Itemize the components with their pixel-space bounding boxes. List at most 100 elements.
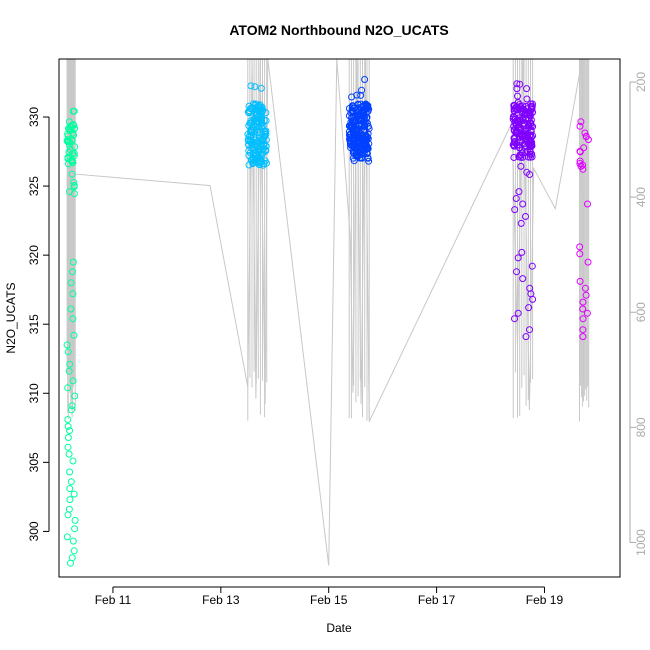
data-point (67, 279, 75, 287)
data-point (354, 152, 362, 160)
data-point (260, 132, 268, 140)
plot-frame (58, 58, 621, 578)
x-tick-label: Feb 17 (418, 593, 456, 607)
y-tick-label: 330 (27, 107, 41, 127)
data-point (579, 305, 587, 313)
data-point (64, 511, 72, 519)
data-point (579, 326, 587, 334)
data-point (579, 315, 587, 323)
data-point (361, 76, 369, 83)
data-point (251, 156, 259, 164)
data-point (251, 128, 258, 136)
data-point (517, 151, 525, 159)
y-tick-label: 305 (27, 452, 41, 472)
data-point (255, 102, 263, 110)
data-point (360, 106, 368, 114)
right-tick-label: 400 (634, 187, 648, 207)
data-point (70, 547, 78, 555)
data-point (71, 392, 79, 400)
data-point (66, 496, 74, 504)
data-point (70, 182, 78, 189)
data-point (71, 525, 79, 533)
data-point (512, 195, 520, 202)
data-point (511, 135, 519, 143)
data-point (64, 384, 72, 392)
data-point (525, 304, 533, 312)
data-point (70, 178, 78, 186)
data-point (515, 188, 523, 196)
data-point (510, 142, 518, 150)
data-point (66, 485, 74, 493)
data-point (522, 213, 529, 220)
data-point (584, 136, 592, 144)
data-point (514, 92, 521, 100)
data-point (527, 142, 535, 150)
data-point (528, 262, 536, 270)
data-point (68, 170, 76, 178)
data-point (582, 291, 590, 299)
x-axis: Feb 11 Feb 13 Feb 15 Feb 17 Feb 19 (95, 586, 564, 607)
data-point (64, 434, 72, 441)
data-point (65, 118, 73, 126)
right-tick-label: 800 (634, 417, 648, 437)
data-point (353, 141, 361, 148)
data-point (576, 250, 584, 258)
data-point (64, 348, 72, 356)
data-point (350, 123, 358, 131)
data-point (519, 275, 527, 283)
data-point (69, 377, 77, 385)
data-point (247, 82, 255, 90)
x-axis-label: Date (326, 621, 352, 635)
data-point (68, 402, 76, 410)
data-point (576, 277, 584, 285)
data-point (518, 146, 526, 154)
data-point (357, 91, 365, 99)
data-point (66, 468, 74, 476)
data-point (69, 107, 77, 115)
data-point (576, 147, 584, 155)
right-tick-label: 1000 (634, 529, 648, 556)
data-point (579, 161, 587, 169)
data-point (522, 333, 530, 341)
data-point (67, 305, 75, 313)
data-point (256, 161, 263, 169)
data-point (70, 131, 77, 139)
data-point (584, 200, 591, 208)
data-point (576, 122, 584, 130)
data-point (70, 121, 77, 129)
data-point (68, 406, 75, 414)
data-point (528, 153, 536, 161)
data-point (365, 157, 373, 165)
y-tick-label: 310 (27, 383, 41, 403)
data-point (261, 157, 269, 165)
data-point (529, 123, 537, 131)
data-point (261, 129, 269, 137)
data-point (69, 290, 77, 298)
data-point (64, 443, 72, 451)
data-point (354, 130, 362, 138)
data-point (69, 457, 77, 465)
data-point (251, 102, 259, 109)
data-point (253, 147, 261, 154)
data-point (66, 427, 73, 435)
data-point (581, 284, 589, 292)
data-point (251, 83, 259, 91)
data-point (527, 104, 535, 112)
data-point (580, 144, 588, 152)
data-point (581, 129, 589, 137)
points-layer (63, 76, 592, 567)
data-point (257, 114, 265, 122)
data-point (358, 110, 366, 117)
data-point (69, 537, 77, 545)
data-point (64, 416, 72, 423)
y-tick-label: 320 (27, 245, 41, 265)
data-point (349, 102, 357, 110)
data-point (257, 84, 265, 92)
data-point (526, 326, 533, 334)
data-point (364, 107, 372, 115)
data-point (513, 268, 520, 276)
data-point (70, 331, 78, 339)
x-tick-label: Feb 19 (526, 593, 564, 607)
chart-title: ATOM2 Northbound N2O_UCATS (229, 22, 448, 38)
